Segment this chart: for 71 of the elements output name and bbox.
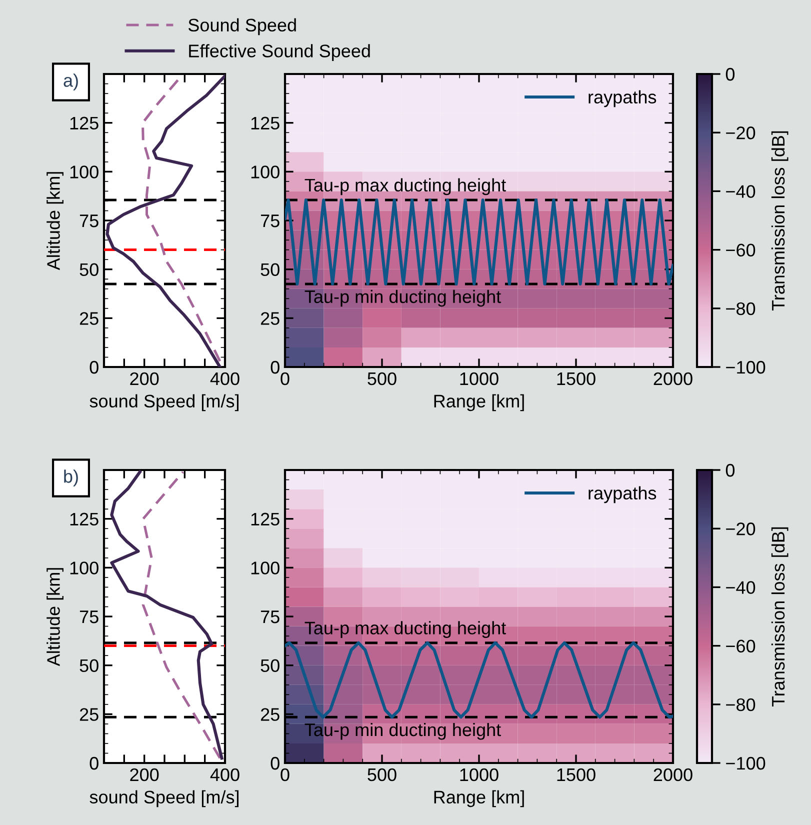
color-bar-label: −80 (726, 302, 756, 316)
y-tick-label: 25 (80, 312, 98, 325)
x-tick-label: 1000 (460, 768, 498, 782)
line-series (110, 470, 224, 760)
x-axis-title: sound Speed [m/s] (90, 790, 238, 808)
x-tick-label: 0 (280, 768, 290, 782)
x-axis-title: Range [km] (434, 790, 524, 808)
y-tick-label: 0 (90, 360, 98, 374)
ref-line-label: Tau-p max ducting height (304, 621, 506, 638)
y-axis-title: Altitude [km] (46, 568, 64, 666)
color-bar-label: 0 (726, 68, 735, 81)
legend-label: Sound Speed (188, 18, 296, 36)
y-tick-label: 125 (251, 512, 280, 526)
y-tick-label: 0 (270, 360, 280, 374)
color-bar-label: −20 (726, 126, 756, 140)
color-bar-label: −60 (726, 244, 756, 257)
text: a) (64, 74, 78, 90)
x-tick-label: 1500 (557, 372, 596, 386)
x-tick-label: 400 (210, 768, 240, 782)
x-tick-label: 2000 (654, 372, 692, 386)
y-tick-label: 100 (70, 562, 98, 574)
y-tick-label: 75 (260, 610, 280, 624)
ref-line-label: Tau-p max ducting height (304, 178, 506, 196)
x-tick-label: 500 (368, 768, 396, 782)
x-tick-label: 200 (130, 768, 159, 782)
color-bar-label: −80 (726, 698, 756, 712)
y-tick-label: 75 (80, 214, 98, 228)
y-tick-label: 25 (260, 312, 280, 325)
x-axis-title: sound Speed [m/s] (90, 394, 238, 412)
color-bar-label: −20 (726, 522, 756, 536)
legend-label: Effective Sound Speed (189, 44, 370, 61)
y-tick-label: 100 (251, 562, 280, 574)
y-tick-label: 75 (260, 214, 280, 228)
color-bar-title: Transmission loss [dB] (771, 131, 788, 311)
x-tick-label: 400 (210, 372, 240, 386)
ref-line-label: Tau-p min ducting height (304, 290, 501, 307)
color-bar-label: 0 (726, 464, 735, 477)
y-tick-label: 100 (251, 166, 280, 178)
x-tick-label: 2000 (654, 768, 692, 782)
line-series (106, 74, 225, 367)
color-bar-label: −100 (726, 360, 766, 374)
color-bar-label: −100 (726, 756, 766, 770)
color-bar-title: Transmission loss [dB] (771, 527, 788, 707)
y-tick-label: 0 (270, 756, 280, 770)
y-tick-label: 50 (80, 263, 98, 276)
y-tick-label: 50 (260, 263, 280, 276)
color-bar-label: −40 (726, 581, 756, 594)
y-tick-label: 125 (251, 116, 280, 130)
y-tick-label: 50 (80, 659, 98, 672)
y-tick-label: 50 (260, 659, 280, 672)
y-tick-label: 0 (90, 756, 98, 770)
line-series (285, 198, 673, 286)
y-axis-title: Altitude [km] (46, 172, 64, 270)
color-bar-label: −60 (726, 640, 756, 653)
y-tick-label: 25 (80, 708, 98, 721)
x-tick-label: 200 (130, 372, 159, 386)
y-tick-label: 25 (260, 708, 280, 721)
x-tick-label: 1000 (460, 372, 498, 386)
text: b) (64, 470, 78, 486)
x-tick-label: 0 (280, 372, 290, 386)
legend-label: raypaths (588, 90, 656, 108)
y-tick-label: 75 (80, 610, 98, 624)
x-axis-title: Range [km] (434, 394, 524, 412)
x-tick-label: 500 (368, 372, 396, 386)
y-tick-label: 125 (70, 512, 98, 526)
y-tick-label: 125 (70, 116, 98, 130)
line-series (142, 470, 222, 760)
legend-label: raypaths (588, 486, 656, 504)
x-tick-label: 1500 (557, 768, 596, 782)
y-tick-label: 100 (70, 166, 98, 178)
color-bar-label: −40 (726, 185, 756, 198)
